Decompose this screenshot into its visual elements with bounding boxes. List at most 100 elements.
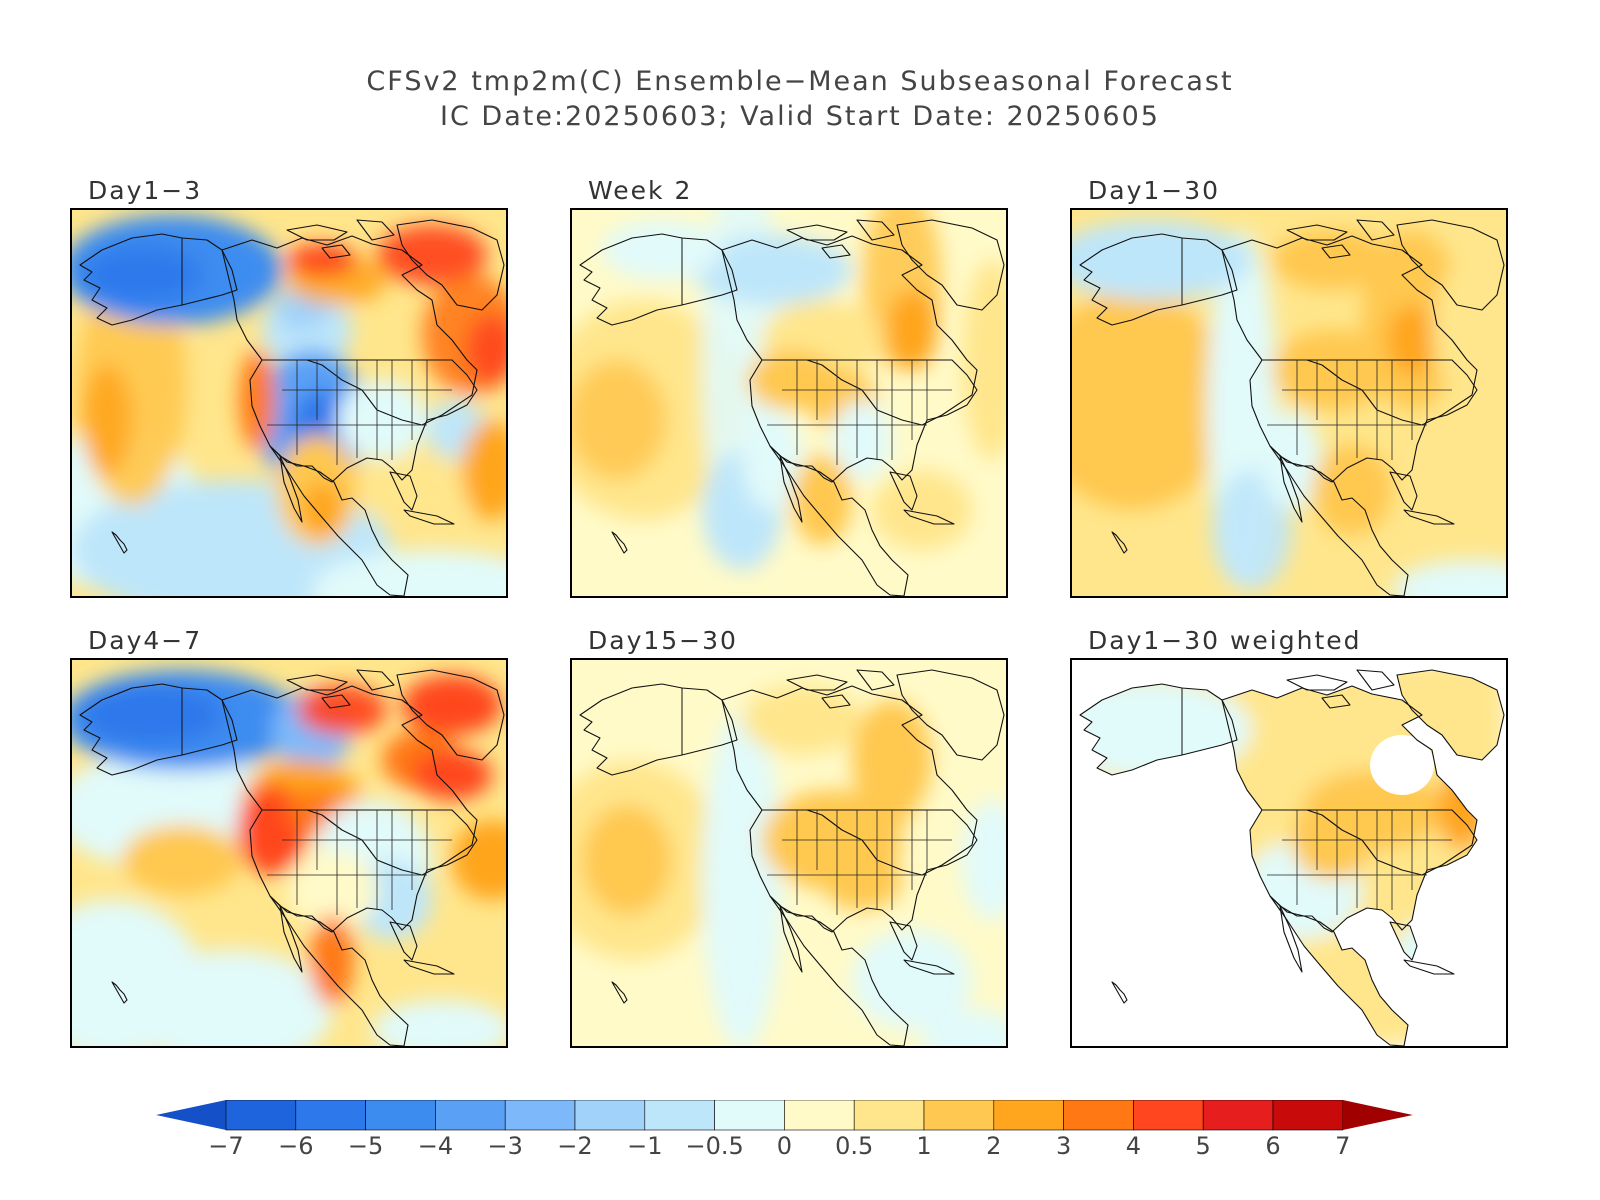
map-svg-week2 bbox=[572, 210, 1006, 596]
coastlines bbox=[579, 219, 1005, 596]
anomaly-region bbox=[467, 315, 506, 385]
colorbar-swatch bbox=[923, 1100, 995, 1131]
anomaly-region bbox=[82, 365, 132, 475]
state-borders bbox=[1267, 810, 1452, 915]
colorbar-swatch bbox=[1272, 1100, 1344, 1131]
anomaly-region bbox=[82, 685, 222, 745]
anomaly-region bbox=[887, 290, 937, 370]
state-borders bbox=[1267, 360, 1452, 465]
colorbar-tick-label: 0 bbox=[777, 1132, 792, 1160]
anomaly-region bbox=[822, 850, 902, 910]
colorbar-swatch bbox=[295, 1100, 366, 1131]
anomaly-region bbox=[297, 685, 387, 735]
map-panel-day1-3 bbox=[70, 208, 508, 598]
colorbar-tick-label: 6 bbox=[1265, 1132, 1280, 1160]
anomaly-region bbox=[132, 950, 332, 1046]
colorbar-swatch bbox=[365, 1100, 436, 1131]
anomaly-region bbox=[287, 850, 377, 930]
panel-label-day4-7: Day4−7 bbox=[88, 626, 203, 655]
panel-label-day1-30-weighted: Day1−30 weighted bbox=[1088, 626, 1362, 655]
colorbar-swatch bbox=[1202, 1100, 1274, 1131]
anomaly-region bbox=[572, 680, 712, 760]
anomaly-region bbox=[852, 700, 932, 820]
anomaly-region bbox=[852, 930, 972, 1030]
colorbar-swatch bbox=[644, 1100, 715, 1131]
colorbar-low-arrow bbox=[156, 1100, 226, 1130]
map-svg-day1-30 bbox=[1072, 210, 1506, 596]
colorbar-swatch bbox=[784, 1100, 855, 1131]
coastlines bbox=[79, 669, 505, 1046]
colorbar-tick-label: −5 bbox=[348, 1132, 383, 1160]
state-borders bbox=[767, 360, 952, 465]
map-panel-day1-30-weighted bbox=[1070, 658, 1508, 1048]
colorbar-swatch bbox=[1063, 1100, 1134, 1131]
panel-label-week2: Week 2 bbox=[588, 176, 693, 205]
state-borders bbox=[267, 360, 452, 465]
anomaly-region bbox=[742, 685, 862, 755]
state-borders bbox=[267, 810, 452, 915]
anomaly-region bbox=[922, 1010, 1006, 1046]
anomaly-region bbox=[1072, 350, 1157, 460]
colorbar-swatch bbox=[993, 1100, 1064, 1131]
state-borders bbox=[767, 810, 952, 915]
colorbar-swatch bbox=[435, 1100, 506, 1131]
colorbar-tick-label: 5 bbox=[1196, 1132, 1211, 1160]
anomaly-region bbox=[72, 750, 292, 870]
colorbar-tick-label: 3 bbox=[1056, 1132, 1071, 1160]
anomaly-region bbox=[1387, 305, 1437, 375]
chart-title: CFSv2 tmp2m(C) Ensemble−Mean Subseasonal… bbox=[366, 66, 1234, 97]
map-panel-day15-30 bbox=[570, 658, 1008, 1048]
anomaly-region bbox=[1272, 330, 1392, 410]
anomaly-region bbox=[702, 710, 782, 1046]
colorbar-tick-label: −7 bbox=[208, 1132, 243, 1160]
masked-region bbox=[1370, 735, 1434, 795]
map-panel-day4-7 bbox=[70, 658, 508, 1048]
colorbar-tick-label: 7 bbox=[1335, 1132, 1350, 1160]
anomaly-region bbox=[312, 550, 506, 596]
colorbar-swatch bbox=[1133, 1100, 1204, 1131]
panel-label-day1-30: Day1−30 bbox=[1088, 176, 1221, 205]
colorbar-swatch bbox=[225, 1100, 297, 1131]
anomaly-region bbox=[872, 470, 972, 550]
anomaly-region bbox=[412, 750, 492, 800]
map-svg-day15-30 bbox=[572, 660, 1006, 1046]
anomaly-region bbox=[402, 675, 502, 735]
anomaly-region bbox=[602, 220, 722, 280]
colorbar-tick-label: 0.5 bbox=[835, 1132, 873, 1160]
map-panel-week2 bbox=[570, 208, 1008, 598]
colorbar-tick-label: −1 bbox=[627, 1132, 662, 1160]
anomaly-region bbox=[1312, 445, 1392, 535]
map-svg-day1-30-weighted bbox=[1079, 669, 1505, 1046]
anomaly-region bbox=[1262, 410, 1322, 510]
coastlines bbox=[1079, 669, 1505, 1046]
panel-label-day15-30: Day15−30 bbox=[588, 626, 738, 655]
anomaly-region bbox=[462, 420, 506, 520]
anomaly-region bbox=[287, 244, 357, 276]
colorbar-tick-label: −0.5 bbox=[685, 1132, 743, 1160]
colorbar-tick-label: −3 bbox=[488, 1132, 523, 1160]
anomaly-region bbox=[452, 820, 506, 900]
colorbar-swatch bbox=[504, 1100, 576, 1131]
map-svg-day4-7 bbox=[72, 660, 506, 1046]
anomaly-region bbox=[1212, 470, 1292, 590]
coastlines bbox=[579, 669, 1005, 1046]
anomaly-region bbox=[372, 1000, 506, 1046]
anomaly-region bbox=[1432, 260, 1506, 400]
anomaly-region bbox=[122, 825, 242, 895]
coastlines bbox=[1079, 219, 1505, 596]
anomaly-region bbox=[82, 245, 202, 305]
colorbar-tick-label: −4 bbox=[418, 1132, 453, 1160]
anomaly-region bbox=[962, 260, 1006, 460]
colorbar-high-arrow bbox=[1342, 1100, 1413, 1130]
colorbar-swatch bbox=[714, 1100, 785, 1131]
anomaly-region bbox=[692, 235, 852, 305]
anomaly-region bbox=[582, 805, 672, 915]
colorbar-legend: −7 −6 −5 −4 −3 −2 −1 −0.5 0 0.5 1 2 3 4 5 6 7 bbox=[156, 1100, 1413, 1160]
anomaly-region bbox=[1392, 560, 1506, 596]
anomaly-region bbox=[337, 380, 427, 460]
colorbar-tick-label: 2 bbox=[986, 1132, 1001, 1160]
anomaly-region bbox=[302, 482, 342, 538]
chart-subtitle: IC Date:20250603; Valid Start Date: 2025… bbox=[440, 101, 1160, 132]
map-svg-day1-3 bbox=[72, 210, 506, 596]
colorbar-swatch bbox=[574, 1100, 646, 1131]
